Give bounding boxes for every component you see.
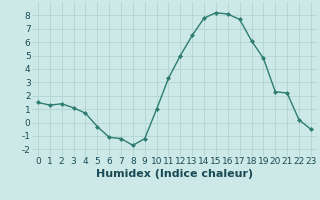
X-axis label: Humidex (Indice chaleur): Humidex (Indice chaleur) <box>96 169 253 179</box>
